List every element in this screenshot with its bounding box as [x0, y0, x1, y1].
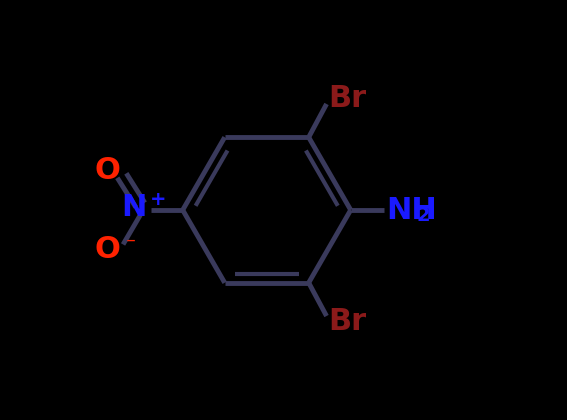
Text: 2: 2: [417, 205, 430, 225]
Text: O: O: [95, 155, 121, 185]
Text: N: N: [122, 193, 147, 223]
Text: O: O: [95, 235, 121, 265]
Text: Br: Br: [329, 84, 367, 113]
Text: ⁻: ⁻: [126, 235, 136, 254]
Text: +: +: [150, 190, 166, 209]
Text: NH: NH: [386, 195, 437, 225]
Text: Br: Br: [329, 307, 367, 336]
